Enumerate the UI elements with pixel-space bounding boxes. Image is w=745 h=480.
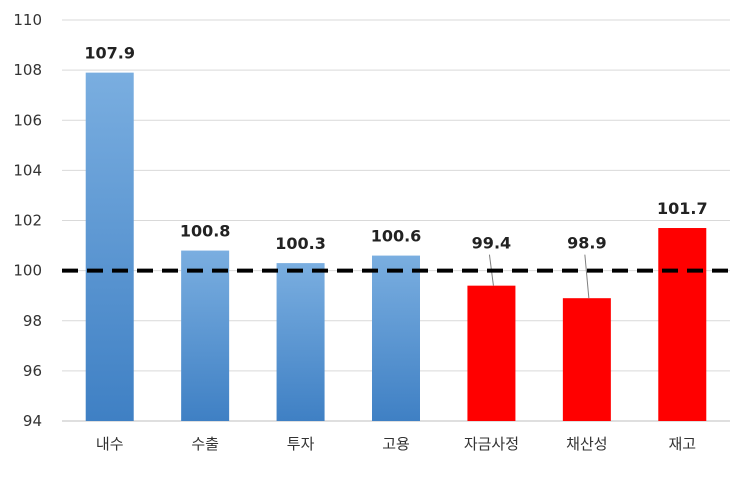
data-label: 100.6 (371, 227, 422, 246)
x-category-label: 재고 (668, 435, 696, 453)
x-category-label: 자금사정 (464, 435, 519, 453)
bar-4 (372, 255, 420, 421)
y-tick-label: 100 (13, 262, 42, 280)
data-label: 107.9 (84, 44, 135, 63)
leader-line (584, 254, 590, 299)
bar-7 (658, 228, 707, 421)
y-tick-label: 104 (13, 161, 42, 179)
bar-1 (85, 72, 134, 421)
y-tick-label: 110 (13, 11, 42, 29)
x-category-label: 투자 (287, 435, 315, 453)
y-axis-ticks: 94 96 98 100 102 104 106 108 110 (13, 11, 42, 430)
bar-5 (467, 285, 516, 421)
x-category-label: 채산성 (566, 435, 607, 453)
y-tick-label: 96 (23, 362, 42, 380)
data-label: 100.8 (180, 222, 231, 241)
data-labels: 107.9 100.8 100.3 100.6 99.4 98.9 101.7 (84, 44, 707, 253)
data-label: 101.7 (657, 199, 708, 218)
x-category-label: 수출 (191, 435, 219, 453)
bars (85, 72, 707, 421)
y-tick-label: 106 (13, 111, 42, 129)
bar-2 (181, 250, 230, 421)
bar-3 (276, 263, 325, 421)
data-label: 99.4 (472, 234, 511, 253)
x-category-label: 내수 (96, 435, 124, 453)
y-tick-label: 102 (13, 212, 42, 230)
y-tick-label: 108 (13, 61, 42, 79)
y-tick-label: 94 (23, 412, 42, 430)
data-label: 98.9 (567, 234, 606, 253)
x-category-label: 고용 (382, 435, 410, 453)
bar-6 (562, 298, 611, 421)
x-axis-categories: 내수 수출 투자 고용 자금사정 채산성 재고 (96, 435, 696, 453)
data-label: 100.3 (275, 234, 326, 253)
y-tick-label: 98 (23, 312, 42, 330)
